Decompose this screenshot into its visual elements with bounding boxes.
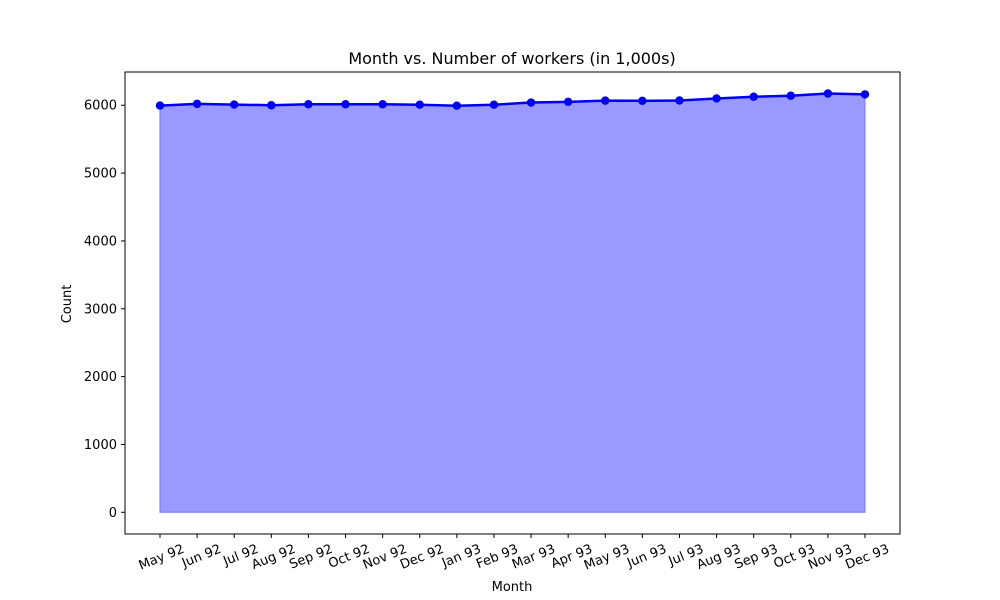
y-tick-label: 4000 xyxy=(84,234,117,249)
y-tick-label: 3000 xyxy=(84,302,117,317)
data-point xyxy=(749,92,758,101)
data-point xyxy=(823,89,833,98)
data-point xyxy=(155,101,165,110)
plot-frame xyxy=(124,71,901,535)
data-point xyxy=(230,100,239,109)
data-point xyxy=(341,100,350,109)
y-tick-label: 6000 xyxy=(84,99,117,114)
data-point xyxy=(860,90,870,99)
data-point xyxy=(712,94,721,103)
x-tick-label: Jun 93 xyxy=(624,542,669,572)
data-point xyxy=(786,91,795,100)
y-tick-label: 1000 xyxy=(84,438,117,453)
area-fill xyxy=(159,93,866,513)
data-point xyxy=(489,100,499,109)
data-point xyxy=(638,96,647,106)
plot-area xyxy=(155,89,870,513)
x-tick-label: Jun 92 xyxy=(179,542,224,572)
series-line xyxy=(159,92,866,107)
data-point xyxy=(563,97,573,107)
y-axis-label: Count xyxy=(60,285,75,324)
y-axis: 0 1000 2000 3000 4000 5000 6000 xyxy=(84,99,125,521)
data-point xyxy=(601,96,610,105)
data-point xyxy=(452,101,462,110)
data-point xyxy=(304,100,313,109)
y-tick-label: 0 xyxy=(109,506,117,521)
x-tick-label: May 92 xyxy=(137,542,187,574)
data-point xyxy=(526,98,536,107)
y-tick-label: 2000 xyxy=(84,370,117,385)
data-point xyxy=(192,99,202,109)
data-point xyxy=(675,96,684,105)
x-axis-label: Month xyxy=(492,580,533,595)
data-point xyxy=(415,100,424,109)
data-point xyxy=(378,100,387,109)
chart-title: Month vs. Number of workers (in 1,000s) xyxy=(348,49,675,68)
y-tick-label: 5000 xyxy=(84,167,117,182)
data-point xyxy=(267,101,276,110)
